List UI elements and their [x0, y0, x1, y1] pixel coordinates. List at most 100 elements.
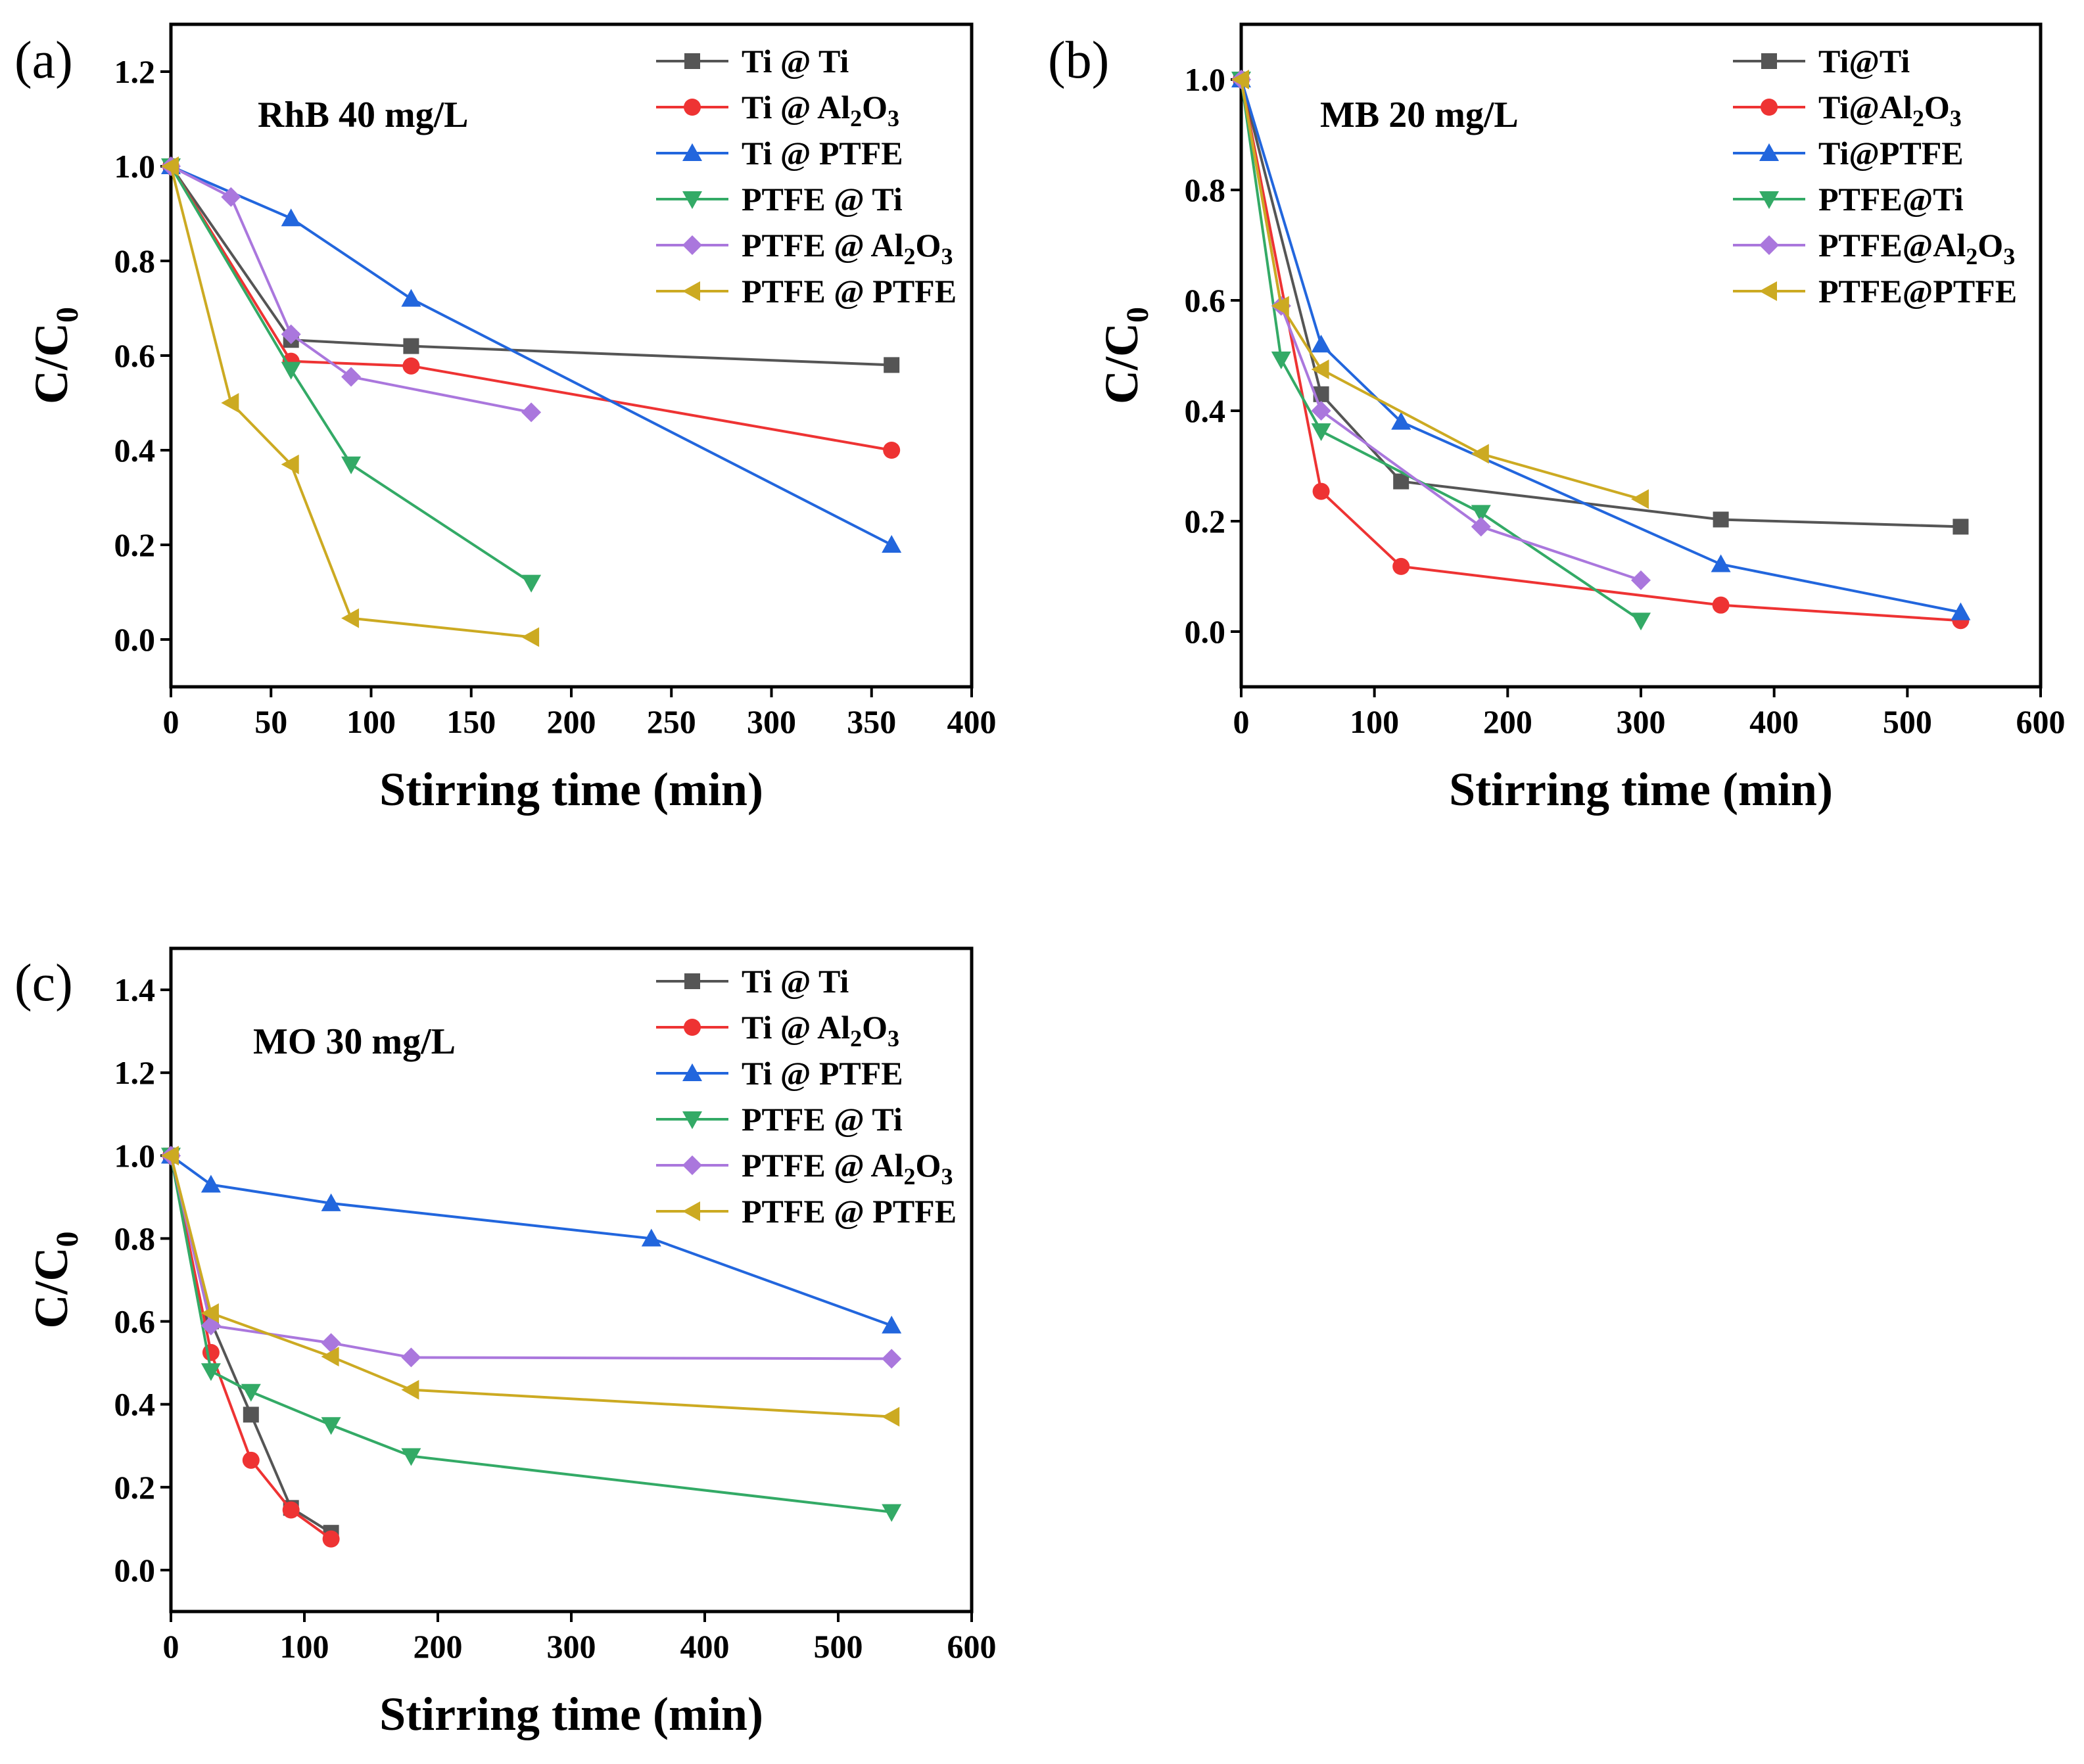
legend-swatch-marker: [684, 53, 700, 69]
series-ptfe-ptfe: [1231, 70, 1649, 509]
series-ti-al2o3: [162, 1147, 340, 1548]
data-point: [521, 574, 542, 593]
data-point: [243, 1406, 259, 1423]
legend-swatch-marker: [1761, 99, 1778, 116]
data-point: [321, 1347, 339, 1367]
y-tick-label: 0.4: [114, 432, 156, 469]
legend-swatch-marker: [1761, 53, 1777, 69]
y-tick-label: 1.4: [114, 971, 156, 1008]
data-point: [1391, 411, 1411, 430]
data-point: [322, 1530, 340, 1548]
panel-letter: (b): [1048, 32, 1109, 89]
data-point: [401, 1448, 421, 1466]
legend-label: Ti @ Al2O3: [742, 89, 899, 131]
legend-swatch-marker: [682, 1063, 702, 1081]
data-point: [883, 442, 901, 459]
data-point: [401, 1380, 419, 1400]
data-point: [201, 1303, 219, 1323]
data-point: [321, 1417, 341, 1435]
legend-label: PTFE@PTFE: [1818, 273, 2017, 310]
plot-title: MO 30 mg/L: [253, 1021, 456, 1062]
y-tick-label: 1.0: [114, 1137, 156, 1174]
data-point: [1711, 554, 1731, 572]
legend-label: PTFE@Ti: [1818, 181, 1964, 218]
y-tick-label: 0.6: [114, 1303, 156, 1340]
data-point: [281, 454, 299, 475]
data-point: [641, 1228, 661, 1247]
legend-swatch-marker: [682, 1201, 700, 1221]
legend-label: PTFE @ Ti: [742, 1101, 903, 1138]
data-point: [1712, 596, 1730, 614]
y-tick-label: 0.4: [114, 1386, 156, 1423]
plot-title: RhB 40 mg/L: [258, 95, 469, 135]
data-point: [281, 361, 301, 380]
data-point: [321, 1193, 341, 1211]
data-point: [1311, 423, 1331, 442]
legend-label: Ti@PTFE: [1818, 135, 1964, 172]
legend-label: Ti@Al2O3: [1818, 89, 1962, 131]
legend-swatch-marker: [1759, 281, 1777, 301]
x-axis-label: Stirring time (min): [379, 763, 763, 816]
plot-title: MB 20 mg/L: [1320, 95, 1519, 135]
data-point: [401, 1347, 421, 1368]
legend-swatch-marker: [682, 191, 702, 209]
x-tick-label: 500: [1883, 703, 1932, 740]
x-tick-label: 350: [847, 703, 896, 740]
legend-swatch-marker: [682, 1111, 702, 1129]
legend-label: PTFE @ PTFE: [742, 1193, 957, 1230]
y-axis-label: C/C0: [1095, 307, 1155, 404]
y-tick-label: 0.8: [114, 1220, 156, 1257]
x-tick-label: 100: [280, 1628, 329, 1665]
y-tick-label: 0.8: [1185, 172, 1226, 208]
series-ptfe-al2o3: [1231, 70, 1651, 590]
legend-label: PTFE @ Al2O3: [742, 227, 953, 269]
data-point: [521, 627, 540, 647]
data-point: [1951, 602, 1971, 620]
legend-swatch-marker: [682, 1155, 702, 1175]
y-tick-label: 0.6: [1185, 282, 1226, 319]
legend-swatch-marker: [682, 235, 702, 255]
y-axis-label: C/C0: [25, 1232, 85, 1329]
x-axis-label: Stirring time (min): [1449, 763, 1833, 816]
data-point: [882, 1406, 900, 1427]
series-ti-ti: [163, 1148, 339, 1541]
y-tick-label: 0.2: [1185, 503, 1226, 540]
x-tick-label: 300: [547, 1628, 596, 1665]
data-point: [1231, 70, 1249, 89]
x-tick-label: 600: [947, 1628, 997, 1665]
legend-label: PTFE@Al2O3: [1818, 227, 2015, 269]
y-tick-label: 0.0: [114, 621, 156, 658]
data-point: [1713, 511, 1729, 528]
y-tick-label: 0.0: [114, 1552, 156, 1589]
data-point: [882, 1315, 902, 1334]
series-line: [170, 165, 892, 452]
y-tick-label: 0.8: [114, 243, 156, 279]
series-line: [170, 1155, 892, 1360]
x-tick-label: 300: [1617, 703, 1666, 740]
series-line: [170, 1155, 892, 1514]
legend-label: Ti@Ti: [1818, 43, 1910, 80]
data-point: [242, 1451, 260, 1469]
data-point: [1631, 570, 1651, 590]
y-axis-label: C/C0: [25, 307, 85, 404]
y-tick-label: 0.2: [114, 1469, 156, 1506]
data-point: [884, 357, 900, 373]
legend-swatch-marker: [682, 281, 700, 301]
y-tick-label: 1.2: [114, 1054, 156, 1091]
data-point: [281, 208, 301, 227]
series-line: [1240, 79, 1642, 622]
data-point: [201, 1174, 221, 1193]
series-line: [170, 1155, 332, 1534]
data-point: [201, 1363, 221, 1381]
legend-label: PTFE @ Al2O3: [742, 1147, 953, 1190]
legend-label: Ti @ Ti: [742, 963, 849, 1000]
legend-swatch-marker: [1759, 235, 1779, 255]
data-point: [521, 402, 542, 423]
data-point: [403, 338, 419, 354]
legend-swatch-marker: [684, 973, 700, 989]
data-point: [221, 187, 241, 207]
y-tick-label: 0.4: [1185, 392, 1226, 429]
x-tick-label: 0: [163, 1628, 179, 1665]
data-point: [1392, 557, 1410, 575]
